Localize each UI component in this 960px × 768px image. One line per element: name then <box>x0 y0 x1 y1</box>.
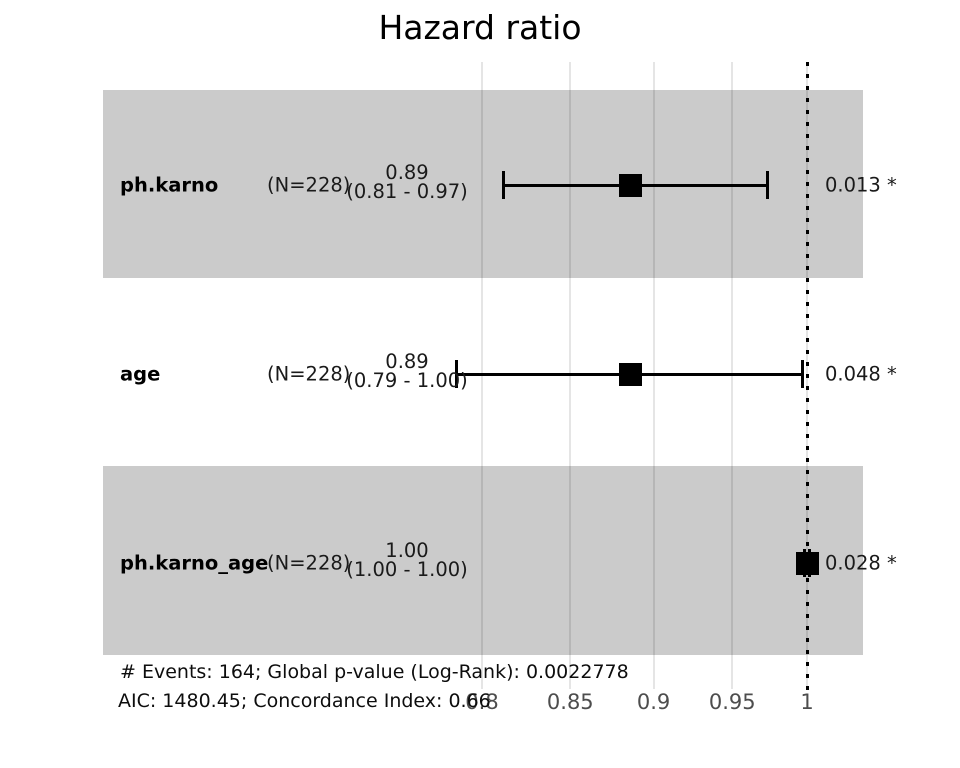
p-value-label: 0.048 * <box>825 362 897 386</box>
p-value-label: 0.013 * <box>825 173 897 197</box>
estimate-text: 0.89 (0.79 - 1.00) <box>319 350 495 392</box>
ci-cap-right <box>765 171 769 199</box>
row-band-shaded <box>103 466 863 655</box>
ci-cap-right <box>801 360 805 388</box>
footer-aic-stat: AIC: 1480.45; Concordance Index: 0.66 <box>118 690 491 712</box>
estimate-marker <box>795 551 819 575</box>
x-gridline <box>652 62 655 689</box>
x-tick-label: 0.85 <box>546 690 594 714</box>
ci-cap-left <box>454 360 458 388</box>
estimate-marker <box>619 173 643 197</box>
variable-label: ph.karno <box>120 173 219 197</box>
estimate-text: 1.00 (1.00 - 1.00) <box>319 539 495 581</box>
footer-events-stat: # Events: 164; Global p-value (Log-Rank)… <box>120 661 629 683</box>
ci-cap-left <box>502 171 506 199</box>
estimate-ci: (1.00 - 1.00) <box>346 558 468 581</box>
variable-label: age <box>120 362 161 386</box>
x-gridline <box>731 62 734 689</box>
n-label: (N=228) <box>267 551 351 575</box>
p-value-label: 0.028 * <box>825 551 897 575</box>
n-label: (N=228) <box>267 362 351 386</box>
variable-label: ph.karno_age <box>120 551 269 575</box>
x-gridline <box>569 62 572 689</box>
estimate-value: 0.89 <box>385 161 429 184</box>
x-tick-label: 0.8 <box>465 690 499 714</box>
x-gridline <box>481 62 483 689</box>
chart-title: Hazard ratio <box>378 8 582 47</box>
estimate-value: 1.00 <box>385 539 429 562</box>
estimate-marker <box>619 362 643 386</box>
reference-line <box>805 62 809 692</box>
x-tick-label: 0.95 <box>708 690 756 714</box>
n-label: (N=228) <box>267 173 351 197</box>
estimate-ci: (0.79 - 1.00) <box>346 369 468 392</box>
x-tick-label: 0.9 <box>636 690 671 714</box>
estimate-text: 0.89 (0.81 - 0.97) <box>319 161 495 203</box>
estimate-value: 0.89 <box>385 350 429 373</box>
estimate-ci: (0.81 - 0.97) <box>346 180 468 203</box>
x-tick-label: 1 <box>800 690 814 714</box>
